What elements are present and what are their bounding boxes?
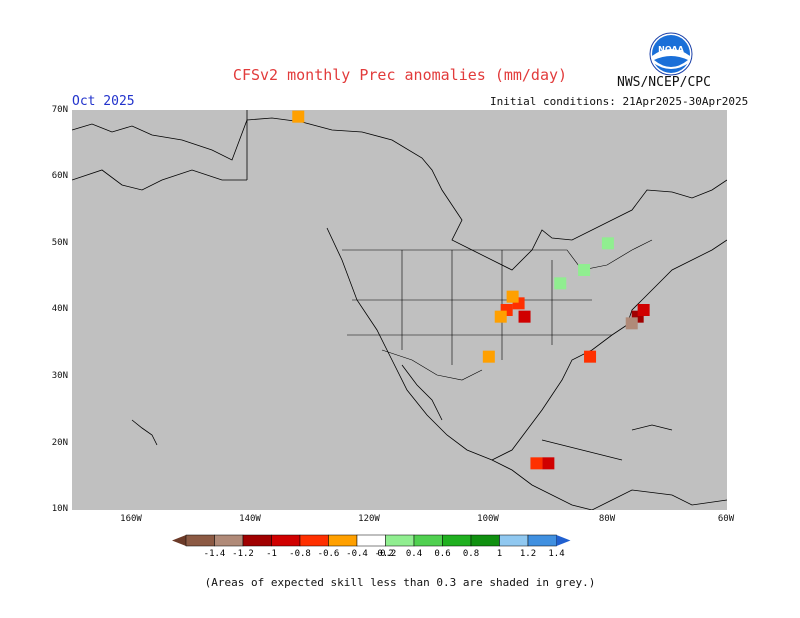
colorbar-arrow-right [556,535,571,546]
lat-label: 40N [51,304,68,314]
map-title: CFSv2 monthly Prec anomalies (mm/day) [232,66,568,84]
colorbar-label: 1.4 [548,549,564,559]
precip-anomaly-map [72,110,727,510]
colorbar-swatch [470,534,500,547]
colorbar-swatch [271,534,301,547]
colorbar-swatch [214,534,244,547]
lon-label: 60W [717,514,735,524]
anomaly-cell [530,457,543,470]
colorbar-swatch [185,534,215,547]
colorbar-legend: -1.4 -1.2 -1 -0.8 -0.6 -0.4 -0.20.2 0.4 0.6 0.8 1 1… [172,534,571,559]
lon-label: 100W [477,514,499,524]
colorbar-labels: -1.4 -1.2 -1 -0.8 -0.6 -0.4 -0.20.2 0.4 0.6 0.8 1 1… [204,549,565,559]
colorbar-arrow-left [172,535,186,546]
anomaly-cell [494,310,507,323]
colorbar-swatch [499,534,529,547]
coastlines [72,110,727,510]
colorbar-label: -0.8 [289,549,311,559]
anomaly-cell [601,237,614,250]
svg-text:NOAA: NOAA [658,45,684,54]
colorbar-label: 1.2 [520,549,536,559]
colorbar-label: 0.8 [463,549,479,559]
colorbar-swatch [242,534,272,547]
lon-label: 140W [239,514,261,524]
lon-label: 120W [358,514,380,524]
lat-label: 20N [51,438,68,448]
anomaly-cell [506,290,519,303]
colorbar-swatch [442,534,472,547]
colorbar-label: 1 [497,549,502,559]
lat-label: 60N [51,171,68,181]
colorbar-swatch [527,534,557,547]
colorbar-label: -1 [266,549,277,559]
skill-note: (Areas of expected skill less than 0.3 a… [204,576,596,589]
anomaly-cell [637,304,650,316]
colorbar-label: -1.2 [232,549,254,559]
colorbar-label: 0.2 [377,549,393,559]
colorbar-swatches [172,534,571,547]
anomaly-cell [584,350,597,363]
colorbar-swatch [328,534,358,547]
anomaly-cell [625,317,638,330]
agency-label: NWS/NCEP/CPC [617,75,711,90]
colorbar-label: -0.6 [318,549,340,559]
colorbar-label: -0.2 [375,549,397,559]
lon-label: 80W [598,514,616,524]
lon-label: 160W [120,514,142,524]
anomaly-cell [542,457,555,470]
colorbar-label: -0.4 [346,549,368,559]
lat-label: 30N [51,371,68,381]
map-background [72,110,727,510]
initial-conditions: Initial conditions: 21Apr2025-30Apr2025 [490,95,749,108]
colorbar-swatch [299,534,329,547]
anomaly-cell [578,264,591,276]
colorbar-label: 0.4 [406,549,422,559]
colorbar-label: -1.4 [204,549,226,559]
anomaly-cell [554,277,567,290]
lat-label: 70N [51,105,68,115]
colorbar-swatch [356,534,386,547]
anomaly-cell [482,350,495,363]
lat-label: 50N [51,238,68,248]
noaa-logo-icon: NOAA [649,32,693,76]
colorbar-swatch [413,534,443,547]
colorbar-swatch [385,534,415,547]
anomaly-cells [292,110,650,470]
anomaly-cell [292,110,305,123]
colorbar-label: 0.6 [434,549,450,559]
lat-label: 10N [51,504,68,514]
anomaly-cell [518,310,531,323]
forecast-month: Oct 2025 [72,94,135,109]
